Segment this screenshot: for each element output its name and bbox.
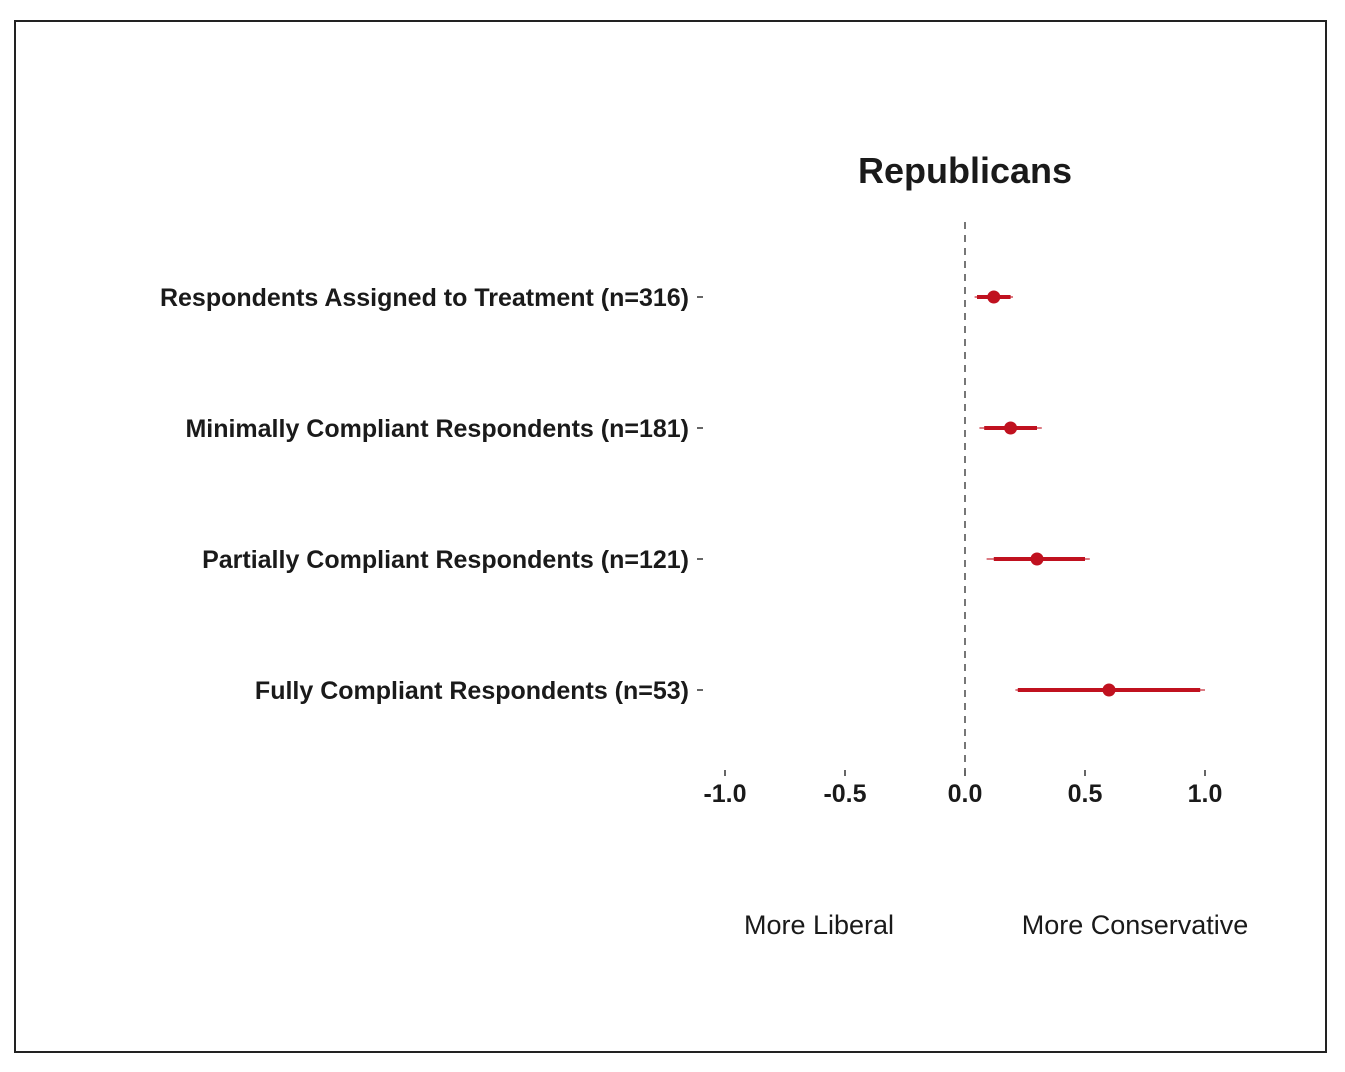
estimate-marks [974,290,1205,697]
point-estimate [987,290,1001,304]
category-label: Partially Compliant Respondents (n=121) [202,546,689,574]
x-tick-label: 0.5 [1068,780,1103,808]
category-labels: Respondents Assigned to Treatment (n=316… [160,284,689,705]
category-label: Respondents Assigned to Treatment (n=316… [160,284,689,312]
x-tick-label: 1.0 [1188,780,1223,808]
point-estimate [1102,683,1116,697]
category-label: Fully Compliant Respondents (n=53) [255,677,689,705]
point-estimate [1004,421,1018,435]
chart-frame [14,20,1327,1053]
x-axis-ticks: -1.0 -0.5 0.0 0.5 1.0 [703,770,1222,808]
x-tick-label: -1.0 [703,780,746,808]
point-estimate [1030,552,1044,566]
chart-title: Republicans [858,150,1072,191]
x-tick-label: 0.0 [948,780,983,808]
y-axis-ticks [697,296,703,691]
direction-label-liberal: More Liberal [744,910,894,940]
category-label: Minimally Compliant Respondents (n=181) [185,415,689,443]
direction-label-conservative: More Conservative [1022,910,1249,940]
x-tick-label: -0.5 [823,780,866,808]
